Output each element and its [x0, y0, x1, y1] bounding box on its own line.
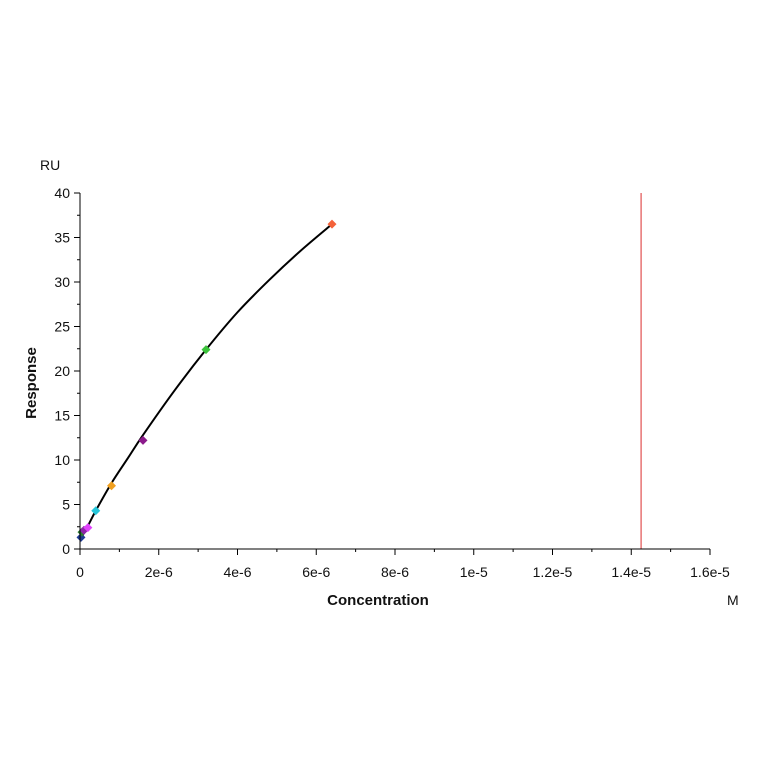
y-tick-label: 0	[62, 541, 70, 557]
x-axis-title: Concentration	[327, 592, 429, 609]
data-point	[107, 481, 116, 491]
y-axis-title: Response	[23, 347, 40, 419]
y-unit-label: RU	[40, 157, 60, 173]
x-tick-label: 0	[76, 564, 84, 580]
y-tick-label: 15	[54, 408, 70, 424]
data-points	[76, 219, 337, 542]
x-unit-label: M	[727, 592, 739, 608]
y-tick-label: 5	[62, 497, 70, 513]
fit-curve	[79, 223, 333, 541]
y-tick-label: 40	[54, 185, 70, 201]
data-point	[83, 523, 93, 533]
y-tick-label: 10	[54, 452, 70, 468]
data-point	[138, 435, 148, 445]
x-tick-label: 4e-6	[223, 564, 251, 580]
data-point	[327, 219, 337, 229]
y-ticks: 0 5 10 15 20 25 30 35 40	[54, 185, 80, 557]
x-tick-label: 1e-5	[460, 564, 488, 580]
x-tick-label: 1.2e-5	[533, 564, 573, 580]
y-tick-label: 35	[54, 230, 70, 246]
x-tick-label: 2e-6	[145, 564, 173, 580]
x-tick-label: 6e-6	[302, 564, 330, 580]
y-tick-label: 30	[54, 274, 70, 290]
data-point	[201, 345, 211, 355]
data-point	[91, 506, 101, 516]
x-tick-label: 8e-6	[381, 564, 409, 580]
y-tick-label: 25	[54, 319, 70, 335]
x-ticks: 0 2e-6 4e-6 6e-6 8e-6 1e-5 1.2e-5 1.4e-5 1.6e-5	[76, 549, 730, 580]
y-tick-label: 20	[54, 363, 70, 379]
x-tick-label: 1.4e-5	[611, 564, 651, 580]
x-tick-label: 1.6e-5	[690, 564, 730, 580]
